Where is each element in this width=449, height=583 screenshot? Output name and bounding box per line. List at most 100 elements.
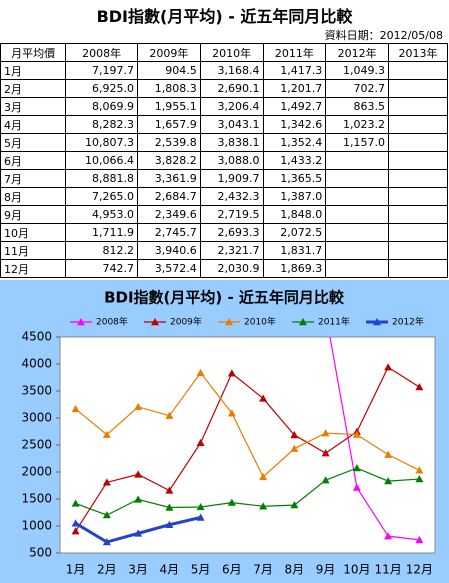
- table-row: 12月 742.7 3,572.4 2,030.9 1,869.3: [0, 259, 448, 278]
- point-marker: [384, 450, 393, 458]
- table-cell: 12月: [0, 259, 67, 278]
- table-cell: 8,881.8: [65, 169, 139, 188]
- table-cell: 1,808.3: [137, 79, 201, 98]
- table-row: 6月 10,066.4 3,828.2 3,088.0 1,433.2: [0, 151, 448, 170]
- table-cell: 1,387.0: [262, 187, 327, 206]
- table-cell: 2,719.5: [199, 205, 264, 224]
- table-cell: 3月: [0, 97, 67, 116]
- table-cell: 812.2: [65, 241, 139, 260]
- column-header: 2011年: [262, 43, 327, 62]
- table-cell: 8月: [0, 187, 67, 206]
- legend-marker: [151, 318, 159, 326]
- table-cell: 7,197.7: [65, 61, 139, 80]
- table-cell: 863.5: [325, 97, 390, 116]
- empty-cell: [388, 223, 448, 242]
- table-cell: 4月: [0, 115, 67, 134]
- column-header: 2012年: [325, 43, 390, 62]
- table-cell: 1,342.6: [262, 115, 327, 134]
- table-cell: 2,690.1: [199, 79, 264, 98]
- table-cell: 1,711.9: [65, 223, 139, 242]
- point-marker: [290, 431, 299, 439]
- point-marker: [196, 513, 205, 521]
- table-row: 4月 8,282.3 1,657.9 3,043.1 1,342.6 1,023.2: [0, 115, 448, 134]
- table-cell: 3,088.0: [199, 151, 264, 170]
- series-line: [75, 467, 420, 516]
- table-cell: 1,417.3: [262, 61, 327, 80]
- column-header: 月平均價: [0, 43, 67, 62]
- table-cell: 10月: [0, 223, 67, 242]
- point-marker: [384, 363, 393, 371]
- series-line: [75, 366, 420, 532]
- y-tick-label: 3000: [21, 411, 52, 425]
- point-marker: [196, 438, 205, 447]
- table-cell: 6月: [0, 151, 67, 170]
- data-table: 月平均價 2008年 2009年 2010年 2011年 2012年 2013年 1月 7,19…: [0, 43, 448, 278]
- point-marker: [134, 470, 143, 478]
- table-cell: 7月: [0, 169, 67, 188]
- point-marker: [71, 404, 80, 413]
- point-marker: [134, 402, 143, 411]
- table-cell: 1,848.0: [262, 205, 327, 224]
- point-marker: [102, 430, 111, 438]
- point-marker: [102, 538, 111, 546]
- point-marker: [415, 383, 424, 391]
- column-header: 2013年: [388, 43, 448, 62]
- y-tick-label: 4000: [21, 357, 52, 371]
- table-cell: 8,282.3: [65, 115, 139, 134]
- column-header: 2010年: [199, 43, 264, 62]
- point-marker: [415, 475, 424, 483]
- point-marker: [71, 499, 80, 507]
- table-cell: 1,352.4: [262, 133, 327, 152]
- point-marker: [321, 449, 330, 457]
- column-header: 2009年: [137, 43, 201, 62]
- table-cell: 10,807.3: [65, 133, 139, 152]
- table-row: 3月 8,069.9 1,955.1 3,206.4 1,492.7 863.5: [0, 97, 448, 116]
- table-cell: 904.5: [137, 61, 201, 80]
- x-tick-label: 3月: [128, 563, 148, 577]
- data-date: 資料日期：2012/05/08: [324, 29, 443, 42]
- x-tick-label: 9月: [316, 563, 336, 577]
- table-cell: 3,168.4: [199, 61, 264, 80]
- legend-label: 2008年: [96, 316, 128, 328]
- point-marker: [384, 532, 393, 540]
- table-cell: 3,572.4: [137, 259, 201, 278]
- empty-cell: [325, 223, 390, 242]
- point-marker: [165, 411, 174, 419]
- empty-cell: [388, 115, 448, 134]
- table-cell: 2,349.6: [137, 205, 201, 224]
- empty-cell: [388, 169, 448, 188]
- table-cell: 2,539.8: [137, 133, 201, 152]
- legend-label: 2011年: [318, 316, 350, 328]
- table-body: 1月 7,197.7 904.5 3,168.4 1,417.3 1,049.3 2月 6,9…: [0, 61, 448, 278]
- table-cell: 2月: [0, 79, 67, 98]
- empty-cell: [388, 151, 448, 170]
- point-marker: [71, 527, 80, 535]
- point-marker: [196, 502, 205, 511]
- point-marker: [259, 502, 268, 510]
- y-tick-label: 1000: [21, 519, 52, 533]
- point-marker: [134, 529, 143, 537]
- table-cell: 1,909.7: [199, 169, 264, 188]
- empty-cell: [325, 169, 390, 188]
- y-tick-label: 3500: [21, 384, 52, 398]
- empty-cell: [388, 79, 448, 98]
- table-cell: 2,693.3: [199, 223, 264, 242]
- point-marker: [290, 444, 299, 452]
- x-tick-label: 2月: [97, 563, 117, 577]
- table-cell: 3,940.6: [137, 241, 201, 260]
- legend-marker: [225, 318, 233, 326]
- table-cell: 2,745.7: [137, 223, 201, 242]
- table-cell: 7,265.0: [65, 187, 139, 206]
- table-cell: 5月: [0, 133, 67, 152]
- empty-cell: [388, 205, 448, 224]
- point-marker: [259, 394, 268, 402]
- point-marker: [165, 486, 174, 494]
- table-row: 11月 812.2 3,940.6 2,321.7 1,831.7: [0, 241, 448, 260]
- y-tick-label: 2500: [21, 438, 52, 452]
- legend-label: 2012年: [392, 316, 424, 328]
- plot-clip: [71, 337, 424, 546]
- x-tick-label: 6月: [222, 563, 242, 577]
- legend-marker: [299, 318, 307, 326]
- table-cell: 2,684.7: [137, 187, 201, 206]
